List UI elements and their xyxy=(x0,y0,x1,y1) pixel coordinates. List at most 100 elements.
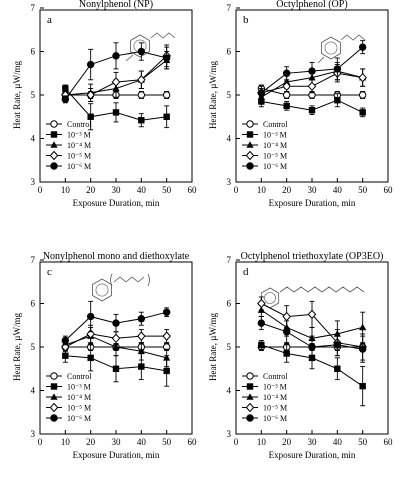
legend-label: Control xyxy=(67,372,92,381)
x-tick-label: 10 xyxy=(257,185,267,195)
legend-marker xyxy=(246,141,254,148)
legend-label: 10⁻⁴ M xyxy=(67,141,91,150)
legend-label: 10⁻⁶ M xyxy=(67,414,91,423)
legend-marker xyxy=(50,372,58,380)
aromatic-circle-icon xyxy=(95,283,109,297)
legend-label: 10⁻³ M xyxy=(67,383,91,392)
legend-marker xyxy=(50,141,58,148)
y-axis-label: Heat Rate, µW/mg xyxy=(208,313,218,381)
legend-marker xyxy=(246,162,254,170)
x-tick-label: 40 xyxy=(137,185,147,195)
data-point xyxy=(307,309,317,320)
data-point xyxy=(138,363,145,370)
x-tick-label: 0 xyxy=(38,437,43,447)
x-tick-label: 20 xyxy=(86,437,96,447)
x-tick-label: 50 xyxy=(162,185,172,195)
legend-marker xyxy=(246,383,254,390)
legend-marker xyxy=(50,120,58,128)
y-tick-label: 6 xyxy=(31,47,36,57)
data-point xyxy=(308,107,316,114)
data-point xyxy=(163,367,170,375)
data-point xyxy=(112,343,120,350)
series-5 xyxy=(257,316,367,363)
legend-marker xyxy=(245,402,255,413)
panel-letter: d xyxy=(243,266,249,278)
data-point xyxy=(283,102,290,110)
y-tick-label: 3 xyxy=(227,429,232,439)
x-tick-label: 0 xyxy=(234,185,239,195)
y-tick-label: 7 xyxy=(31,255,36,265)
data-point xyxy=(61,336,70,345)
x-tick-label: 60 xyxy=(188,185,198,195)
y-axis-label: Heat Rate, µW/mg xyxy=(12,61,22,129)
legend-marker xyxy=(50,383,58,390)
legend-label: 10⁻⁴ M xyxy=(263,141,287,150)
panel-letter: a xyxy=(47,14,52,26)
alkyl-chain-icon xyxy=(340,34,366,41)
data-point xyxy=(137,347,145,355)
panel-letter: b xyxy=(243,14,249,26)
y-tick-label: 7 xyxy=(227,3,232,13)
y-tick-label: 3 xyxy=(31,177,36,187)
x-axis-label: Exposure Duration, min xyxy=(269,450,356,460)
panel-title: Nonylphenol mono and diethoxylate xyxy=(43,251,190,262)
legend-marker xyxy=(50,393,58,400)
y-tick-label: 4 xyxy=(31,386,36,396)
data-point xyxy=(334,365,341,372)
data-point xyxy=(86,60,95,69)
data-point xyxy=(358,345,367,353)
data-point xyxy=(283,350,290,357)
y-tick-label: 4 xyxy=(227,134,232,144)
legend-label: 10⁻⁵ M xyxy=(263,152,287,161)
legend-label: 10⁻⁶ M xyxy=(67,162,91,171)
data-point xyxy=(163,354,171,361)
data-point xyxy=(112,365,120,372)
data-point xyxy=(257,89,266,97)
x-tick-label: 0 xyxy=(38,185,43,195)
data-point xyxy=(333,65,342,73)
data-point xyxy=(358,43,367,51)
x-tick-label: 10 xyxy=(257,437,267,447)
x-tick-label: 40 xyxy=(333,437,343,447)
aromatic-circle-icon xyxy=(264,292,276,304)
data-point xyxy=(137,91,146,99)
aromatic-circle-icon xyxy=(324,41,338,55)
x-tick-label: 10 xyxy=(61,437,71,447)
data-point xyxy=(358,72,367,83)
panel-title: Nonylphenol (NP) xyxy=(79,0,153,10)
legend-marker xyxy=(50,131,58,138)
x-tick-label: 50 xyxy=(162,437,172,447)
data-point xyxy=(111,333,121,344)
panel-title: Octylphenol (OP) xyxy=(276,0,347,10)
data-point xyxy=(138,117,145,124)
data-point xyxy=(162,308,171,316)
x-tick-label: 20 xyxy=(86,185,96,195)
data-point xyxy=(359,382,366,390)
bond-icon xyxy=(125,54,134,62)
x-tick-label: 40 xyxy=(137,437,147,447)
data-point xyxy=(137,331,146,341)
data-point xyxy=(257,319,266,327)
legend-label: Control xyxy=(263,120,288,129)
y-tick-label: 7 xyxy=(31,3,36,13)
data-point xyxy=(86,90,95,100)
y-tick-label: 6 xyxy=(227,299,232,309)
legend-label: Control xyxy=(67,120,92,129)
y-tick-label: 5 xyxy=(227,342,232,352)
benzene-ring-icon xyxy=(130,34,150,58)
x-tick-label: 20 xyxy=(282,437,292,447)
legend-marker xyxy=(246,414,254,422)
legend-label: 10⁻⁴ M xyxy=(67,393,91,402)
y-tick-label: 3 xyxy=(227,177,232,187)
legend-label: 10⁻³ M xyxy=(67,131,91,140)
data-point xyxy=(62,352,69,359)
legend-label: 10⁻⁵ M xyxy=(263,404,287,413)
y-axis-label: Heat Rate, µW/mg xyxy=(208,61,218,129)
data-point xyxy=(308,343,316,351)
legend-marker xyxy=(50,162,58,170)
chart-panel-c: Nonylphenol mono and diethoxylate c 0 10 20 3… xyxy=(12,251,197,460)
alkyl-chain-icon xyxy=(113,276,145,283)
y-tick-label: 4 xyxy=(31,134,36,144)
legend: Control 10⁻³ M10⁻⁴ M 10⁻⁵ M10⁻⁶ M xyxy=(46,120,92,171)
